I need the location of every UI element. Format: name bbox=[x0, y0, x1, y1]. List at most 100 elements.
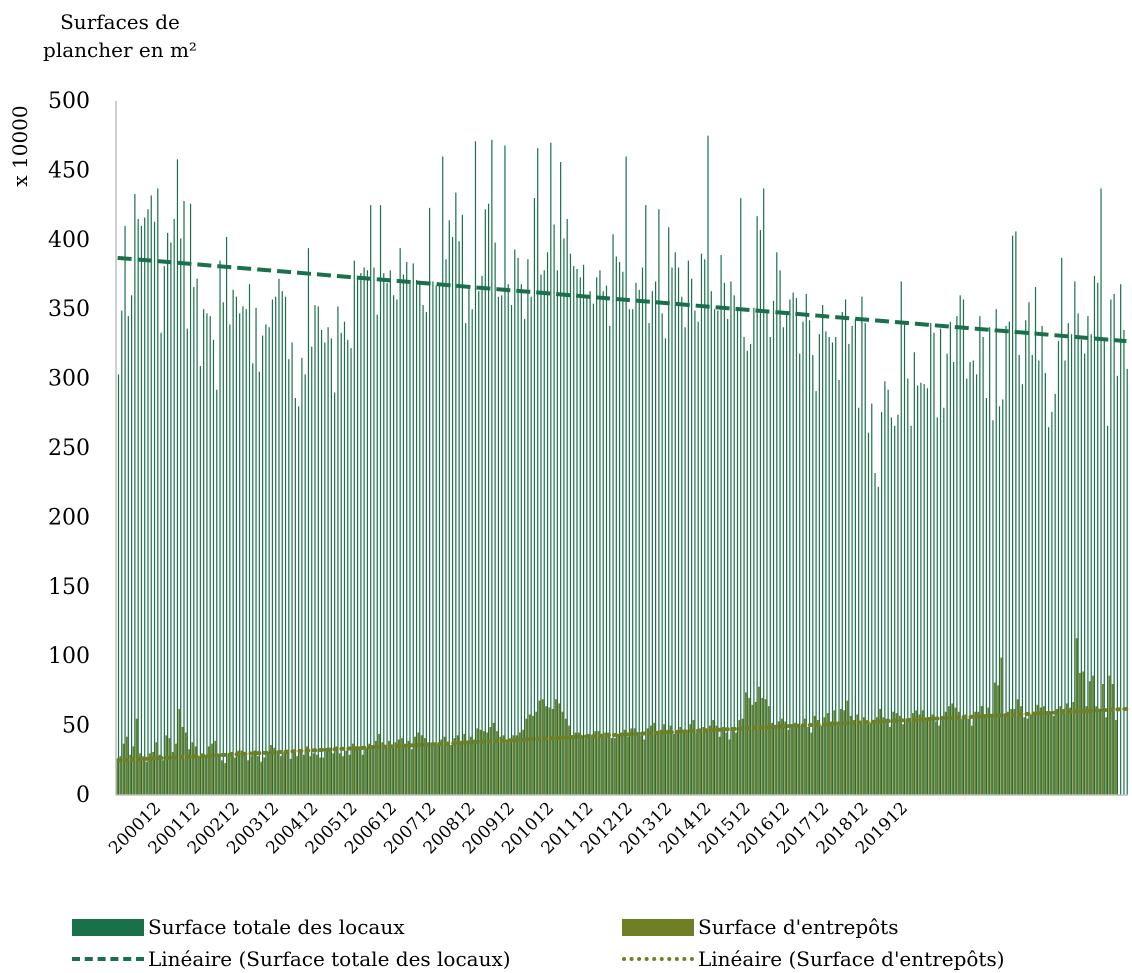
bar-total bbox=[700, 253, 703, 795]
bar-total bbox=[953, 361, 955, 795]
bar-total bbox=[776, 252, 778, 796]
bar-entrepots bbox=[751, 704, 754, 795]
bar-total bbox=[848, 343, 850, 795]
bar-entrepots bbox=[234, 757, 236, 795]
bar-entrepots bbox=[178, 708, 181, 795]
bar-total bbox=[910, 425, 912, 795]
bar-total bbox=[317, 306, 319, 795]
bar-total bbox=[1100, 188, 1102, 795]
trendline-total bbox=[117, 255, 1127, 344]
bar-total bbox=[356, 277, 359, 795]
bar-total bbox=[494, 242, 496, 795]
bar-entrepots bbox=[1108, 675, 1111, 795]
bar-entrepots bbox=[306, 746, 308, 795]
bar-total bbox=[746, 350, 748, 795]
bar-total bbox=[474, 141, 477, 795]
bar-total bbox=[658, 209, 660, 795]
bar-total bbox=[681, 296, 683, 795]
bar-total bbox=[1054, 393, 1056, 795]
bar-entrepots bbox=[486, 732, 489, 795]
bar-entrepots bbox=[325, 749, 328, 795]
bar-total bbox=[740, 198, 742, 795]
bar-entrepots bbox=[286, 753, 289, 795]
bar-total bbox=[864, 323, 866, 795]
bar-entrepots bbox=[371, 745, 374, 795]
bar-total bbox=[1041, 325, 1043, 795]
bar-entrepots bbox=[283, 751, 285, 795]
bar-total bbox=[812, 355, 814, 795]
bar-total bbox=[989, 327, 991, 795]
bar-entrepots bbox=[175, 743, 177, 795]
bar-entrepots bbox=[669, 725, 672, 795]
bar-total bbox=[825, 331, 827, 795]
bar-entrepots bbox=[453, 738, 456, 795]
bar-total bbox=[176, 159, 179, 796]
bar-total bbox=[1070, 334, 1073, 795]
bar-total bbox=[546, 252, 549, 796]
bar-entrepots bbox=[577, 732, 580, 795]
bar-total bbox=[1061, 257, 1063, 796]
bar-total bbox=[160, 332, 162, 795]
bar-total bbox=[189, 203, 192, 795]
bar-entrepots bbox=[800, 725, 803, 795]
bar-total bbox=[1093, 275, 1096, 795]
bar-total bbox=[458, 241, 460, 795]
bar-entrepots bbox=[967, 718, 970, 795]
bar-entrepots bbox=[437, 743, 439, 795]
bar-total bbox=[713, 309, 716, 795]
bar-entrepots bbox=[715, 725, 718, 795]
bar-entrepots bbox=[600, 735, 603, 795]
bar-total bbox=[320, 330, 323, 795]
bar-total bbox=[599, 270, 601, 796]
bar-entrepots bbox=[198, 756, 200, 795]
bar-total bbox=[1087, 316, 1089, 795]
bar-total bbox=[170, 242, 172, 795]
bar-entrepots bbox=[1023, 717, 1026, 795]
bar-total bbox=[406, 262, 408, 795]
bar-entrepots bbox=[1092, 675, 1094, 795]
bar-entrepots bbox=[440, 739, 443, 795]
bar-total bbox=[625, 156, 627, 795]
bar-entrepots bbox=[148, 753, 151, 795]
bar-total bbox=[576, 268, 578, 795]
bar-entrepots bbox=[417, 732, 420, 795]
bar-entrepots bbox=[329, 749, 331, 795]
bar-entrepots bbox=[643, 739, 646, 795]
bar-entrepots bbox=[194, 746, 197, 795]
bar-entrepots bbox=[695, 732, 698, 795]
bar-total bbox=[284, 296, 287, 795]
bar-entrepots bbox=[545, 706, 547, 795]
bar-total bbox=[1038, 360, 1040, 795]
bar-total bbox=[917, 385, 919, 795]
bar-total bbox=[802, 321, 804, 795]
bar-total bbox=[923, 384, 925, 795]
bar-entrepots bbox=[728, 739, 731, 795]
bar-entrepots bbox=[368, 743, 371, 795]
bar-entrepots bbox=[482, 731, 485, 795]
bar-entrepots bbox=[656, 731, 659, 795]
bar-total bbox=[858, 407, 860, 795]
bar-entrepots bbox=[469, 736, 472, 795]
trendline-entrepots bbox=[115, 706, 1129, 763]
bar-entrepots bbox=[335, 746, 338, 795]
bar-entrepots bbox=[918, 714, 921, 795]
bar-total bbox=[818, 334, 820, 795]
bar-entrepots bbox=[571, 735, 574, 795]
bar-total bbox=[877, 486, 879, 795]
bar-entrepots bbox=[630, 728, 633, 795]
bar-entrepots bbox=[158, 754, 161, 795]
bar-entrepots bbox=[1072, 702, 1075, 795]
bar-total bbox=[461, 214, 463, 795]
bar-entrepots bbox=[869, 722, 872, 795]
bar-total bbox=[995, 309, 997, 795]
bar-total bbox=[157, 188, 159, 795]
bar-entrepots bbox=[256, 756, 259, 795]
bar-entrepots bbox=[617, 733, 620, 795]
bar-entrepots bbox=[633, 728, 636, 795]
bar-total bbox=[451, 237, 454, 795]
bar-total bbox=[373, 267, 375, 795]
bar-entrepots bbox=[260, 761, 263, 795]
bar-entrepots bbox=[771, 722, 773, 795]
bar-entrepots bbox=[548, 707, 551, 795]
